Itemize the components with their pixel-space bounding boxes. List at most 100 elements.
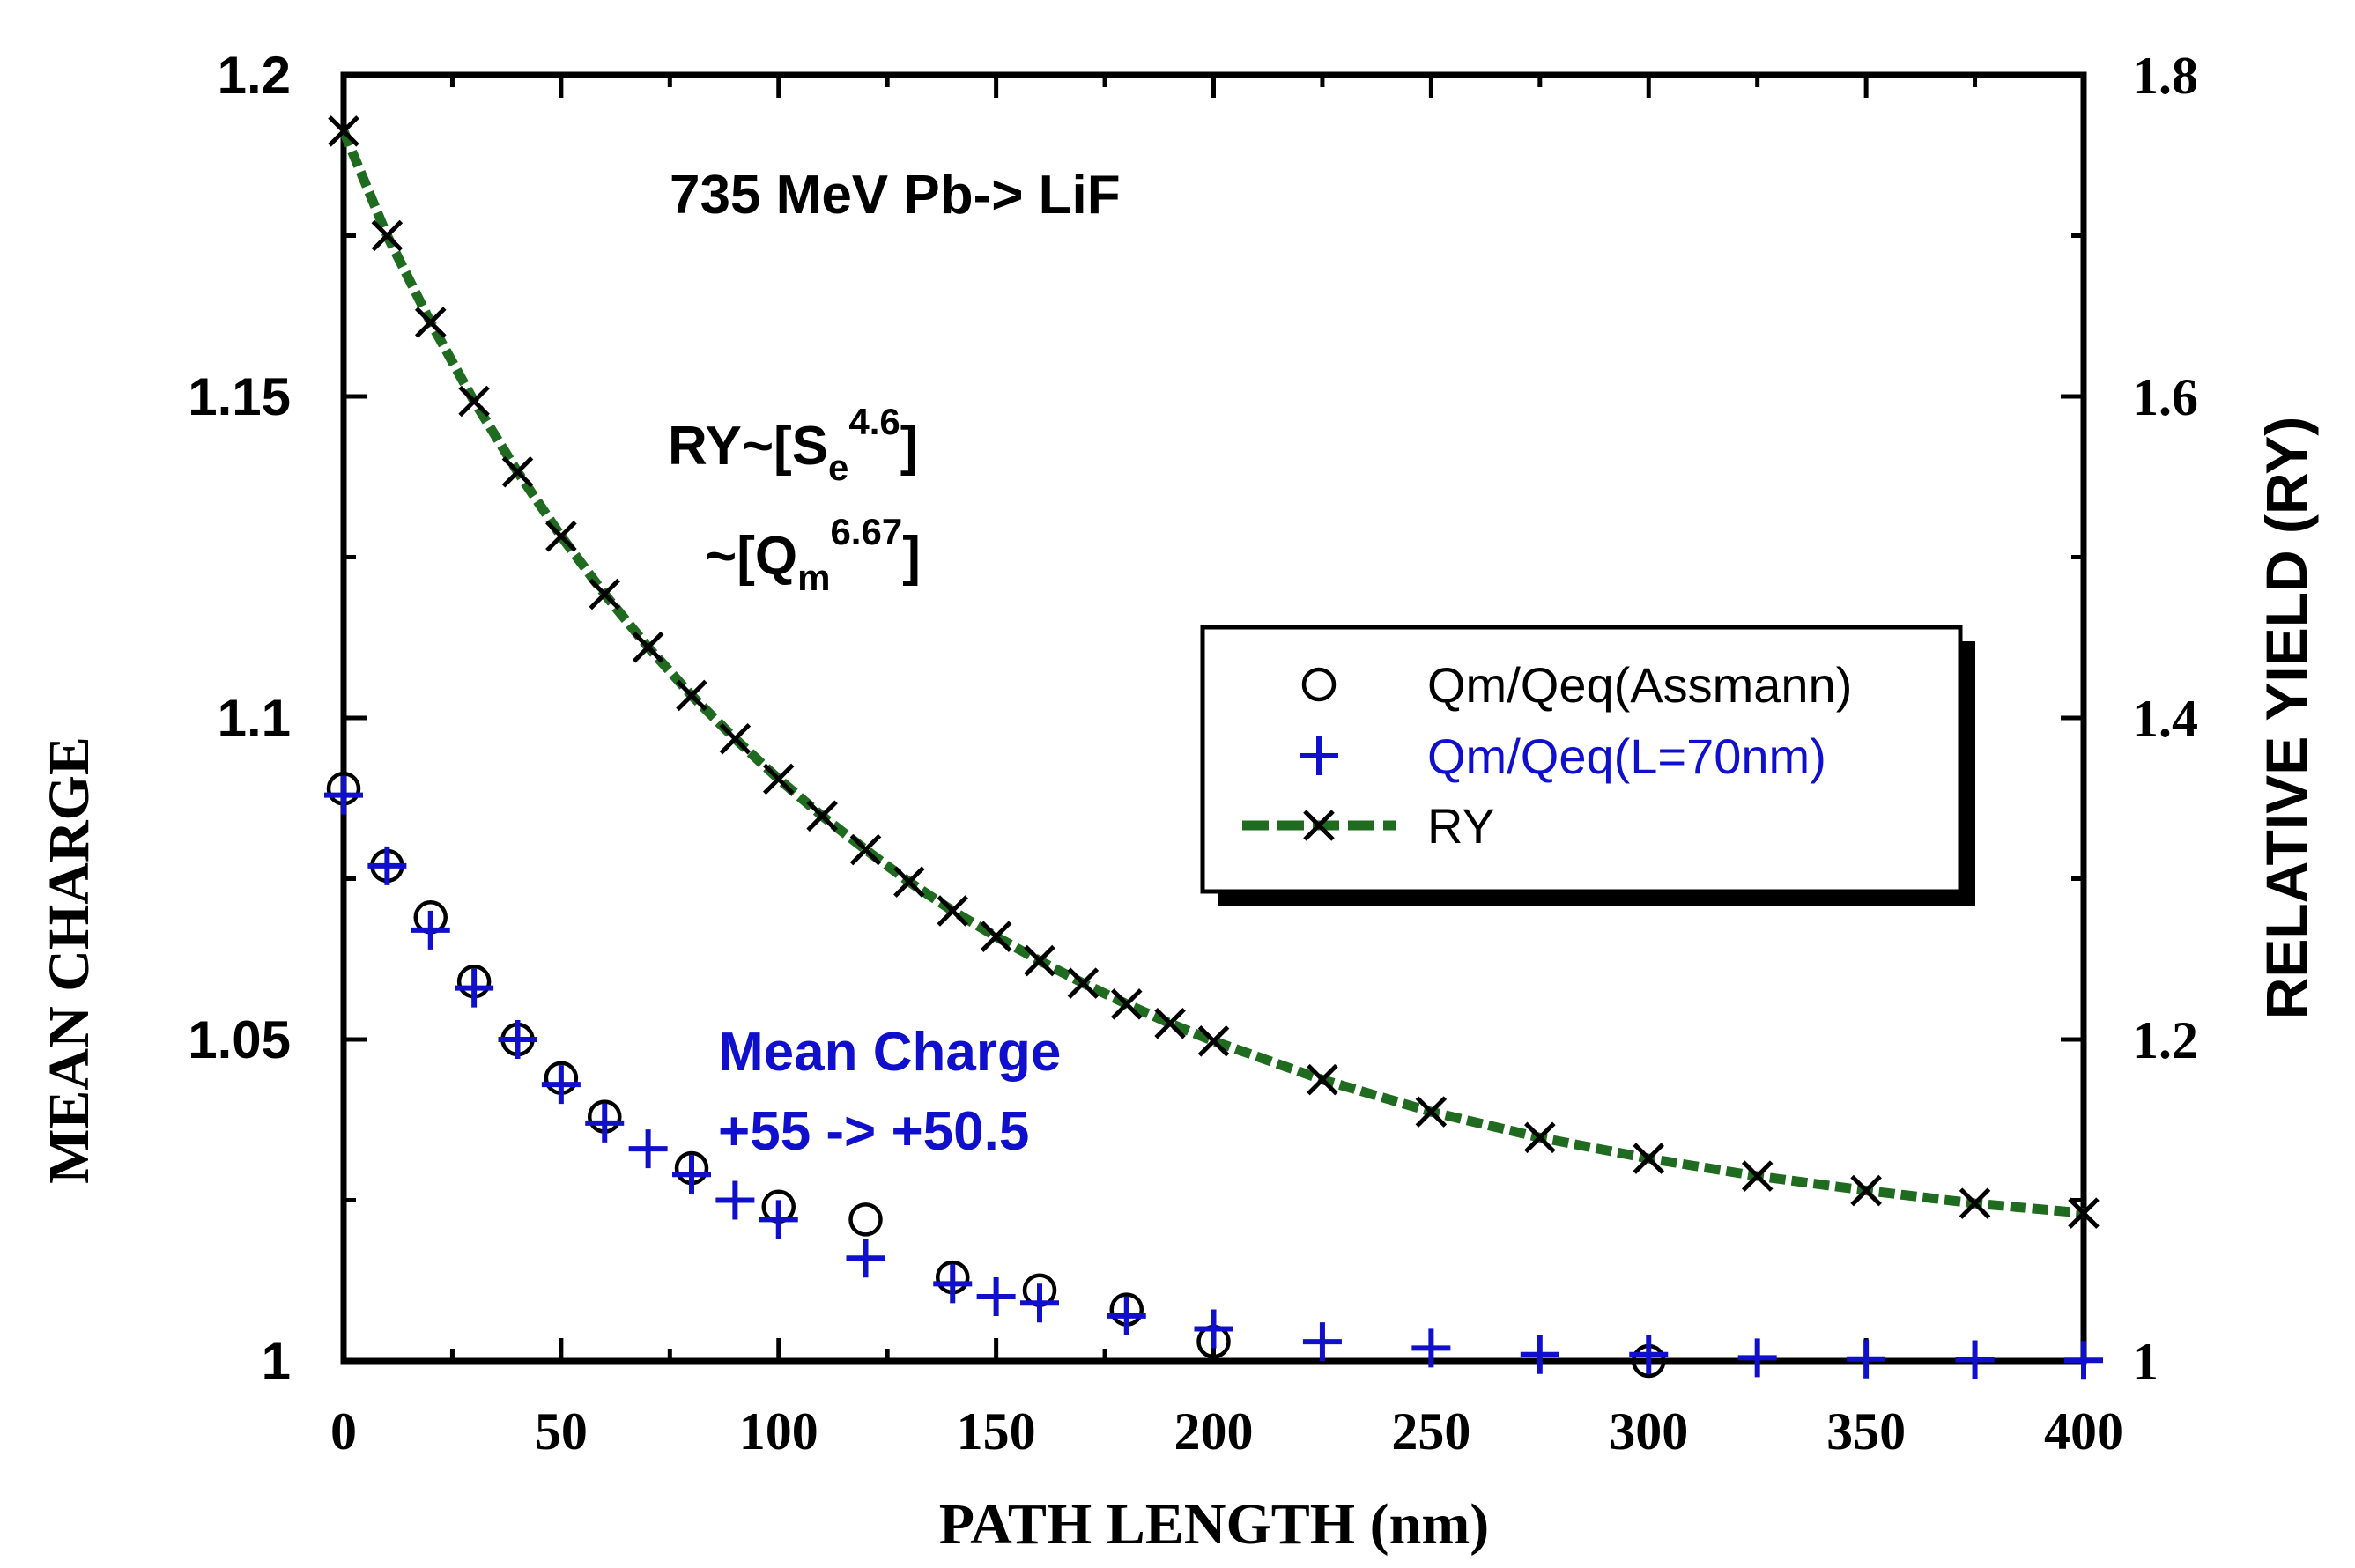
ry-point [1067,967,1100,999]
ry-point-b [937,895,969,927]
ry-point-b [371,219,404,252]
ry-point [1307,1063,1338,1096]
mean-charge-label: Mean Charge [718,1022,1061,1083]
l70-point [498,1020,537,1059]
ry-point-b [1307,1063,1338,1096]
x-tick-label: 200 [1174,1402,1254,1461]
legend-label-ry: RY [1427,798,1495,854]
ry-point-b [1197,1025,1230,1057]
legend-marker-plus [1300,736,1338,775]
y2-tick-label: 1.2 [2132,1011,2198,1069]
ry-point-b [719,722,752,755]
ry-point-b [1741,1160,1774,1192]
l70-point [1194,1309,1233,1349]
ry-point-b [849,833,882,866]
l70-point [2064,1341,2103,1380]
ry-point [2068,1197,2100,1229]
formula-line-1-end: ] [900,416,919,477]
y-tick-label: 1.15 [188,367,291,426]
ry-point-b [501,456,534,488]
ry-point [762,763,795,795]
ry-point [458,385,490,418]
right-tick-labels: 1 1.2 1.4 1.6 1.8 [2132,47,2198,1391]
ry-point-b [1633,1143,1665,1174]
x-tick-label: 0 [330,1402,357,1461]
l70-point [1737,1338,1777,1378]
ry-point-b [632,631,664,663]
l70-point [1520,1335,1559,1374]
l70-point [1847,1339,1886,1379]
l70-point [1302,1322,1342,1362]
ry-point [1415,1096,1448,1128]
ry-point [937,895,969,927]
l70-point [759,1200,798,1239]
formula-line-2-sup: 6.67 [830,511,902,552]
assmann-point [848,1202,883,1237]
ry-point-b [589,578,621,610]
ry-point [1197,1025,1230,1057]
ry-point-b [1110,988,1143,1020]
x-tick-label: 250 [1391,1402,1470,1461]
ry-point-b [1524,1121,1556,1154]
formula-line-2: ~[Qm6.67] [705,511,921,598]
x-tick-label: 300 [1609,1402,1688,1461]
ry-point [414,307,447,338]
ry-point [1959,1187,1991,1219]
l70-point [1955,1340,1995,1379]
ry-point [719,722,752,755]
ry-point-b [545,521,577,552]
ry-point-b [676,679,707,712]
l70-point [976,1277,1016,1316]
formula-line-2-sub: m [797,557,830,598]
ry-point-b [2068,1197,2100,1229]
ry-point [1741,1160,1774,1192]
l70-point [367,846,407,885]
legend-label-l70: Qm/Qeq(L=70nm) [1427,729,1826,784]
legend-marker-x [1303,810,1335,841]
ry-point [589,578,621,610]
ry-point [328,115,359,147]
ry-point [371,219,404,252]
ry-point-b [980,921,1012,952]
ry-point [632,631,664,663]
y-axis-title: MEAN CHARGE [37,736,101,1184]
ry-point [1110,988,1143,1020]
ry-point-b [1850,1174,1882,1207]
ry-point-b [806,800,838,832]
ry-point [1850,1174,1882,1207]
y2-tick-label: 1.8 [2132,47,2198,105]
l70-point [846,1239,885,1278]
y2-tick-label: 1.6 [2132,368,2198,426]
legend-label-assmann: Qm/Qeq(Assmann) [1427,657,1852,713]
ry-point [1633,1143,1665,1174]
ry-point-b [328,115,359,147]
ry-point [676,679,707,712]
x-tick-label: 150 [957,1402,1036,1461]
formula-line-2-main: ~[Q [705,526,797,587]
ry-point [893,866,925,898]
formula-line-1-main: RY~[S [668,416,828,477]
y2-axis-title: RELATIVE YIELD (RY) [2254,417,2319,1020]
l70-point [1107,1296,1146,1335]
ry-point-b [458,385,490,418]
l70-point [1629,1335,1669,1374]
formula-line-1: RY~[Se4.6] [668,401,918,488]
l70-point [933,1264,973,1304]
formula-line-1-sub: e [828,447,848,488]
ry-point-b [1024,944,1055,977]
chart-title: 735 MeV Pb-> LiF [670,165,1121,226]
l70-point [411,910,450,950]
l70-point [672,1155,711,1194]
ry-point [980,921,1012,952]
ry-point [1024,944,1055,977]
l70-point [1411,1328,1451,1368]
x-tick-label: 50 [535,1402,588,1461]
legend-marker-circle [1301,667,1337,702]
ry-point [1154,1007,1186,1039]
y-tick-label: 1 [262,1332,291,1391]
ry-point [501,456,534,488]
y-tick-label: 1.05 [188,1010,291,1069]
ry-point-b [1959,1187,1991,1219]
x-tick-label: 350 [1826,1402,1906,1461]
x-axis-title: PATH LENGTH (nm) [939,1492,1490,1557]
